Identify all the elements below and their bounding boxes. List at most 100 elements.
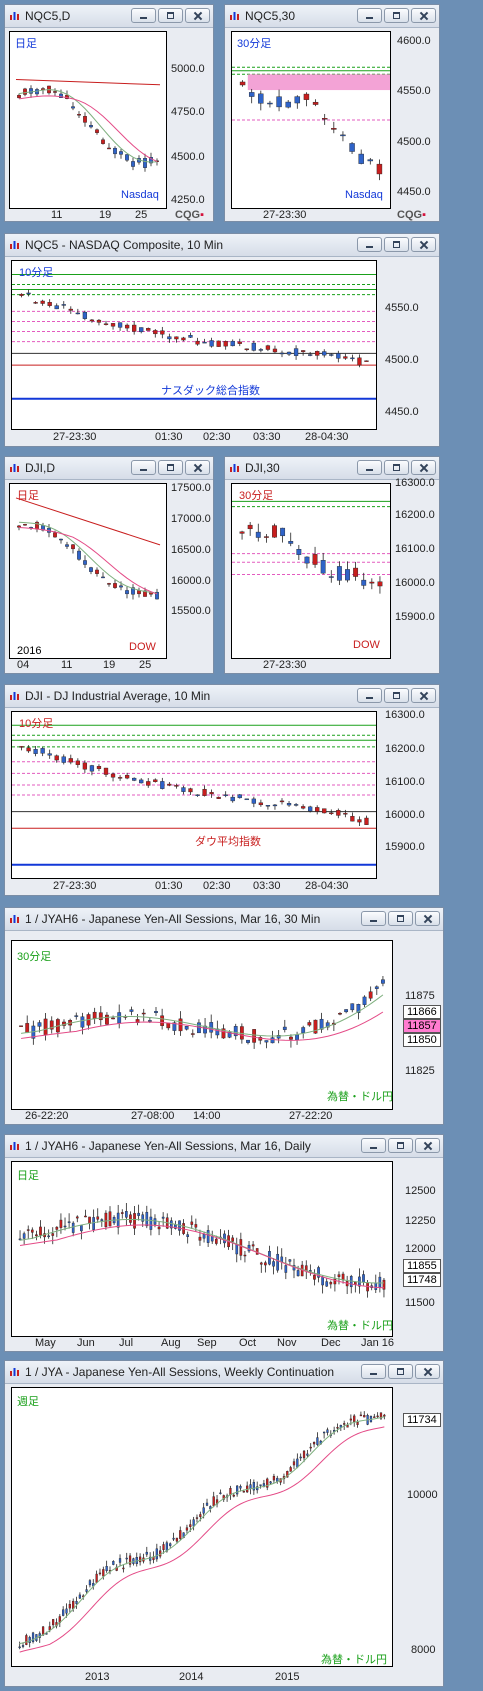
plot-area[interactable]: [231, 31, 391, 209]
candle-body: [103, 767, 109, 775]
maximize-button[interactable]: [158, 460, 183, 475]
title-bar[interactable]: DJI - DJ Industrial Average, 10 Min: [5, 685, 439, 708]
candle-body: [336, 353, 341, 359]
price-tag: 11866: [403, 1005, 441, 1019]
candle-body: [329, 812, 334, 815]
minimize-button[interactable]: [357, 460, 382, 475]
candle-body: [143, 158, 147, 168]
title-bar[interactable]: NQC5 - NASDAQ Composite, 10 Min: [5, 234, 439, 257]
close-button[interactable]: [415, 1138, 440, 1153]
candle-body: [92, 1217, 95, 1230]
candle-body: [276, 1035, 281, 1039]
window-title: 1 / JYAH6 - Japanese Yen-All Sessions, M…: [25, 912, 321, 926]
plot-area[interactable]: [231, 483, 391, 659]
title-bar[interactable]: NQC5,D: [5, 5, 213, 28]
close-button[interactable]: [411, 8, 436, 23]
candle-body: [300, 806, 306, 809]
candle-body: [153, 779, 158, 782]
candle-body: [255, 531, 261, 538]
title-bar[interactable]: 1 / JYA - Japanese Yen-All Sessions, Wee…: [5, 1361, 443, 1384]
minimize-button[interactable]: [131, 460, 156, 475]
close-button[interactable]: [411, 688, 436, 703]
minimize-button[interactable]: [357, 237, 382, 252]
close-button[interactable]: [415, 911, 440, 926]
candle-body: [329, 354, 334, 356]
candle-body: [349, 1418, 352, 1421]
candle-body: [72, 1600, 75, 1609]
candle-body: [35, 1234, 38, 1237]
x-tick: 19: [99, 209, 112, 221]
minimize-button[interactable]: [131, 8, 156, 23]
candle-body: [113, 583, 117, 588]
maximize-button[interactable]: [384, 460, 409, 475]
candle-body: [237, 341, 242, 344]
candle-body: [141, 1012, 146, 1015]
window-title: NQC5,D: [25, 9, 71, 23]
y-tick: 4500.0: [397, 136, 431, 148]
close-button[interactable]: [411, 237, 436, 252]
title-bar[interactable]: 1 / JYAH6 - Japanese Yen-All Sessions, M…: [5, 908, 443, 931]
candle-body: [312, 101, 319, 105]
title-bar[interactable]: DJI,D: [5, 457, 213, 480]
plot-area[interactable]: [11, 260, 377, 430]
candle-body: [190, 1033, 195, 1035]
x-tick: 27-23:30: [53, 880, 97, 892]
cqg-logo: CQG▪: [175, 209, 204, 221]
candle-body: [95, 1573, 98, 1583]
close-button[interactable]: [185, 460, 210, 475]
plot-area[interactable]: [11, 1387, 393, 1667]
candle-body: [143, 590, 147, 597]
candle-body: [259, 1262, 263, 1265]
maximize-button[interactable]: [388, 1364, 413, 1379]
candle-body: [188, 335, 193, 338]
candle-body: [98, 1572, 102, 1575]
ma-fast-line: [19, 1416, 385, 1645]
plot-area[interactable]: [11, 1161, 393, 1337]
ma-fast-line: [20, 994, 384, 1037]
maximize-button[interactable]: [384, 8, 409, 23]
title-bar[interactable]: DJI,30: [225, 457, 439, 480]
candle-body: [68, 758, 73, 763]
maximize-button[interactable]: [388, 911, 413, 926]
candle-body: [279, 352, 285, 355]
title-bar[interactable]: 1 / JYAH6 - Japanese Yen-All Sessions, M…: [5, 1135, 443, 1158]
candle-body: [230, 340, 235, 347]
title-bar[interactable]: NQC5,30: [225, 5, 439, 28]
candle-body: [129, 1009, 134, 1012]
candle-body: [353, 567, 359, 577]
candle-body: [382, 1279, 386, 1290]
candle-body: [313, 1275, 316, 1280]
candle-body: [258, 802, 264, 806]
period-label: 週足: [17, 1396, 39, 1408]
minimize-button[interactable]: [361, 1364, 386, 1379]
minimize-button[interactable]: [361, 1138, 386, 1153]
candle-body: [202, 1233, 206, 1239]
x-tick: 27-08:00: [131, 1110, 175, 1122]
minimize-button[interactable]: [357, 8, 382, 23]
candle-body: [101, 576, 105, 579]
plot-area[interactable]: [9, 31, 167, 209]
maximize-button[interactable]: [158, 8, 183, 23]
close-button[interactable]: [185, 8, 210, 23]
candle-body: [202, 1507, 205, 1514]
candle-body: [341, 1273, 345, 1281]
minimize-button[interactable]: [361, 911, 386, 926]
candle-body: [110, 773, 116, 778]
minimize-button[interactable]: [357, 688, 382, 703]
candle-body: [39, 1226, 42, 1236]
maximize-button[interactable]: [388, 1138, 413, 1153]
plot-area[interactable]: [9, 483, 167, 659]
candle-body: [59, 1219, 63, 1228]
candle-body: [315, 807, 320, 812]
plot-area[interactable]: [11, 711, 377, 879]
close-button[interactable]: [411, 460, 436, 475]
maximize-button[interactable]: [384, 688, 409, 703]
candle-body: [101, 139, 105, 144]
close-button[interactable]: [415, 1364, 440, 1379]
chart-window-jpy-30min: 1 / JYAH6 - Japanese Yen-All Sessions, M…: [4, 907, 444, 1125]
candle-body: [258, 1037, 263, 1041]
plot-area[interactable]: [11, 940, 393, 1110]
x-tick: 26-22:20: [25, 1110, 69, 1122]
y-tick: 4750.0: [171, 106, 205, 118]
maximize-button[interactable]: [384, 237, 409, 252]
